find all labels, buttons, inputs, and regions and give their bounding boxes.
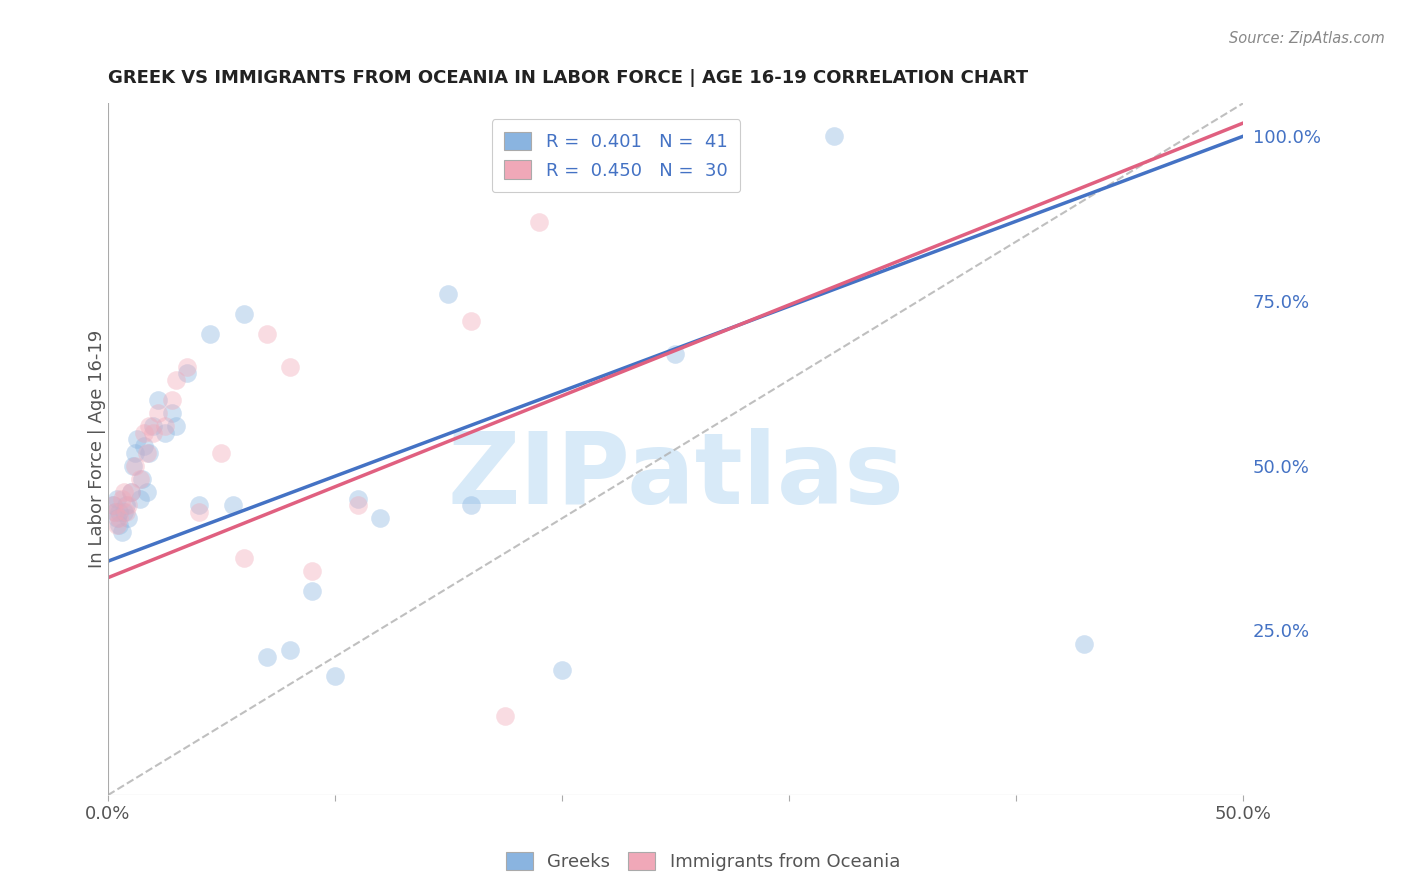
Text: ZIPatlas: ZIPatlas [447, 428, 904, 525]
Point [346, 491, 368, 506]
Point [105, 518, 128, 533]
Point [134, 425, 156, 440]
Point [176, 359, 198, 374]
Text: Source: ZipAtlas.com: Source: ZipAtlas.com [1229, 31, 1385, 46]
Point [104, 505, 127, 519]
Point [117, 511, 139, 525]
Point [153, 425, 176, 440]
Point [165, 419, 187, 434]
Point [256, 326, 278, 341]
Point [112, 485, 135, 500]
Point [346, 498, 368, 512]
Point [101, 498, 124, 512]
Y-axis label: In Labor Force | Age 16-19: In Labor Force | Age 16-19 [89, 330, 105, 568]
Point [112, 505, 135, 519]
Point [494, 709, 516, 723]
Point [138, 419, 160, 434]
Point [122, 458, 145, 473]
Point [176, 367, 198, 381]
Point [127, 433, 149, 447]
Point [115, 505, 138, 519]
Point [131, 472, 153, 486]
Point [187, 505, 209, 519]
Point [110, 491, 132, 506]
Point [437, 287, 460, 301]
Point [120, 485, 142, 500]
Point [138, 445, 160, 459]
Point [211, 445, 233, 459]
Point [664, 347, 686, 361]
Legend: R =  0.401   N =  41, R =  0.450   N =  30: R = 0.401 N = 41, R = 0.450 N = 30 [492, 120, 740, 193]
Point [1073, 636, 1095, 650]
Point [105, 511, 128, 525]
Point [135, 485, 157, 500]
Point [128, 472, 150, 486]
Point [370, 511, 392, 525]
Point [301, 564, 323, 578]
Point [105, 491, 128, 506]
Point [108, 511, 131, 525]
Point [323, 669, 346, 683]
Point [108, 505, 131, 519]
Point [124, 445, 146, 459]
Point [233, 307, 256, 321]
Point [278, 643, 301, 657]
Point [146, 392, 169, 407]
Point [222, 498, 245, 512]
Point [117, 498, 139, 512]
Point [134, 439, 156, 453]
Point [529, 215, 551, 229]
Point [135, 445, 157, 459]
Point [101, 498, 124, 512]
Point [146, 406, 169, 420]
Point [142, 419, 165, 434]
Point [233, 550, 256, 565]
Point [108, 518, 131, 533]
Point [823, 129, 845, 144]
Point [120, 485, 142, 500]
Point [160, 406, 183, 420]
Point [124, 458, 146, 473]
Point [128, 491, 150, 506]
Point [160, 392, 183, 407]
Point [165, 373, 187, 387]
Point [142, 425, 165, 440]
Point [198, 326, 221, 341]
Point [460, 498, 482, 512]
Point [301, 583, 323, 598]
Point [256, 649, 278, 664]
Point [104, 505, 127, 519]
Text: GREEK VS IMMIGRANTS FROM OCEANIA IN LABOR FORCE | AGE 16-19 CORRELATION CHART: GREEK VS IMMIGRANTS FROM OCEANIA IN LABO… [108, 69, 1028, 87]
Point [278, 359, 301, 374]
Point [153, 419, 176, 434]
Point [115, 498, 138, 512]
Point [551, 663, 574, 677]
Point [187, 498, 209, 512]
Point [110, 524, 132, 539]
Point [460, 314, 482, 328]
Legend: Greeks, Immigrants from Oceania: Greeks, Immigrants from Oceania [499, 845, 907, 879]
